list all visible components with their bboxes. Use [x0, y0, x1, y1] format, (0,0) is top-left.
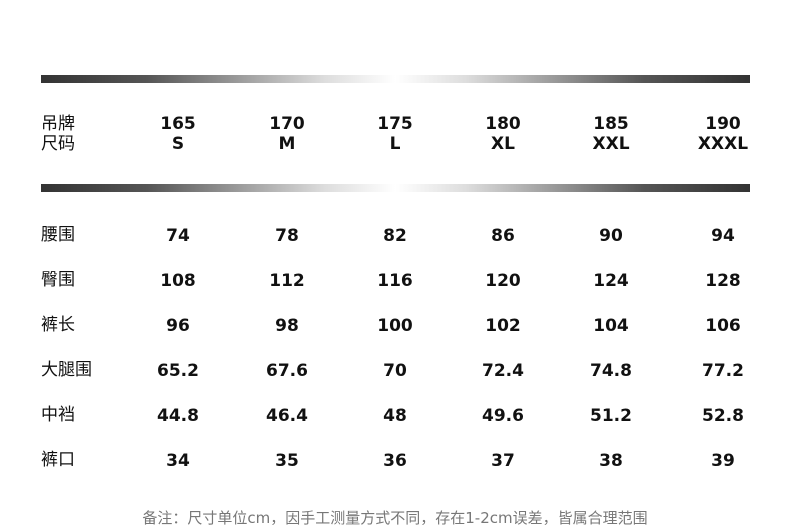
- table-cell: 100: [377, 316, 413, 336]
- table-cell: 106: [705, 316, 741, 336]
- table-cell: 108: [160, 271, 196, 291]
- tag-height: 180: [485, 114, 521, 134]
- size-header: 165 S: [160, 114, 196, 154]
- footnote: 备注：尺寸单位cm，因手工测量方式不同，存在1-2cm误差，皆属合理范围: [142, 509, 648, 527]
- table-cell: 74: [166, 226, 190, 246]
- table-cell: 72.4: [482, 361, 524, 381]
- row-label: 中裆: [41, 405, 75, 425]
- header-label-line2: 尺码: [41, 134, 75, 154]
- size-label: XXXL: [697, 134, 749, 154]
- table-cell: 49.6: [482, 406, 524, 426]
- table-cell: 70: [383, 361, 407, 381]
- table-cell: 98: [275, 316, 299, 336]
- table-cell: 34: [166, 451, 190, 471]
- table-cell: 94: [711, 226, 735, 246]
- header-divider: [41, 184, 750, 192]
- size-label: XL: [491, 134, 515, 154]
- size-header: 185 XXL: [592, 114, 629, 154]
- size-header: 175 L: [377, 114, 413, 154]
- size-header: 190 XXXL: [698, 114, 748, 154]
- top-divider: [41, 75, 750, 83]
- table-cell: 77.2: [702, 361, 744, 381]
- tag-height: 175: [377, 114, 413, 134]
- table-cell: 67.6: [266, 361, 308, 381]
- table-cell: 48: [383, 406, 407, 426]
- table-cell: 65.2: [157, 361, 199, 381]
- table-cell: 39: [711, 451, 735, 471]
- row-label: 裤长: [41, 315, 75, 335]
- table-cell: 86: [491, 226, 515, 246]
- size-header: 180 XL: [485, 114, 521, 154]
- table-cell: 36: [383, 451, 407, 471]
- tag-height: 170: [269, 114, 305, 134]
- table-cell: 74.8: [590, 361, 632, 381]
- size-label: XXL: [592, 134, 630, 154]
- table-cell: 96: [166, 316, 190, 336]
- row-label: 腰围: [41, 225, 75, 245]
- table-cell: 52.8: [702, 406, 744, 426]
- size-label: L: [389, 134, 401, 154]
- table-cell: 51.2: [590, 406, 632, 426]
- table-cell: 82: [383, 226, 407, 246]
- size-label: M: [278, 134, 296, 154]
- size-label: S: [171, 134, 185, 154]
- row-label: 裤口: [41, 450, 75, 470]
- header-label-line1: 吊牌: [41, 114, 75, 134]
- table-cell: 120: [485, 271, 521, 291]
- row-label: 大腿围: [41, 360, 92, 380]
- table-cell: 38: [599, 451, 623, 471]
- table-cell: 112: [269, 271, 305, 291]
- table-cell: 46.4: [266, 406, 308, 426]
- table-cell: 37: [491, 451, 515, 471]
- table-cell: 44.8: [157, 406, 199, 426]
- table-cell: 128: [705, 271, 741, 291]
- table-cell: 35: [275, 451, 299, 471]
- table-cell: 90: [599, 226, 623, 246]
- size-header: 170 M: [269, 114, 305, 154]
- table-cell: 102: [485, 316, 521, 336]
- table-cell: 104: [593, 316, 629, 336]
- table-cell: 116: [377, 271, 413, 291]
- table-cell: 78: [275, 226, 299, 246]
- tag-height: 185: [593, 114, 629, 134]
- tag-height: 165: [160, 114, 196, 134]
- row-label: 臀围: [41, 270, 75, 290]
- tag-height: 190: [705, 114, 741, 134]
- header-label: 吊牌 尺码: [41, 114, 75, 154]
- table-cell: 124: [593, 271, 629, 291]
